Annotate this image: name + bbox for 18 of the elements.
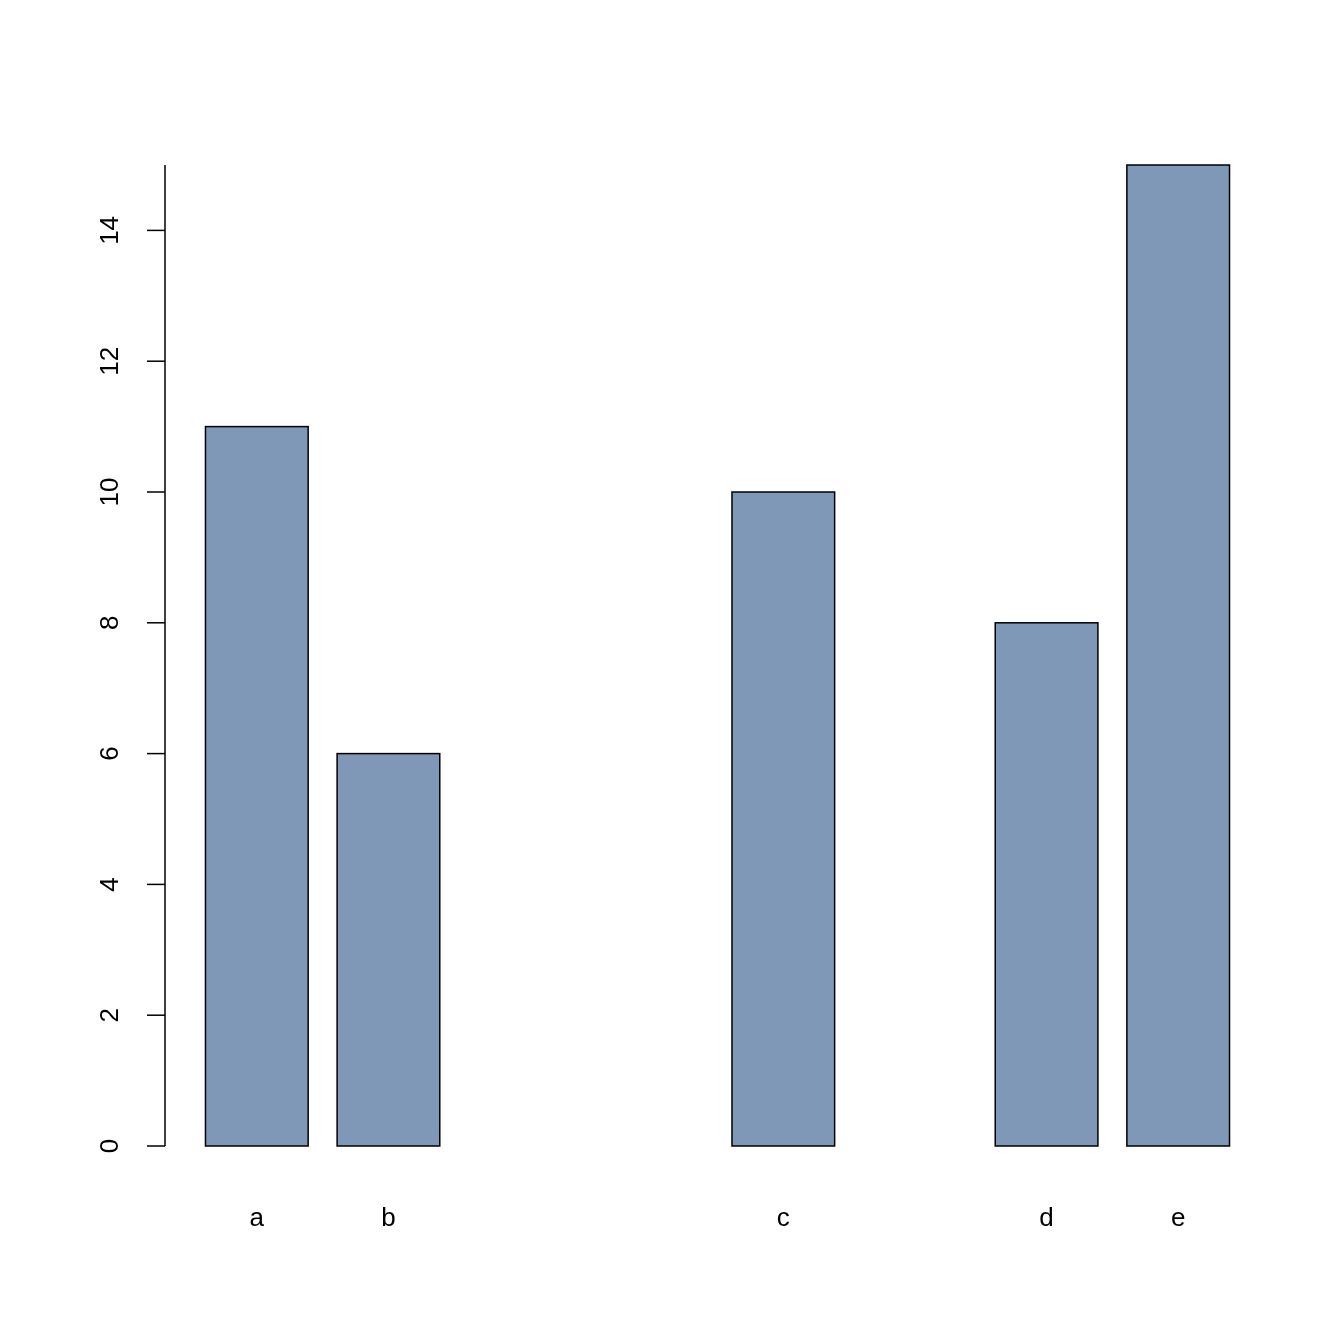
y-tick-label: 0 xyxy=(94,1138,124,1154)
y-tick-label: 10 xyxy=(94,477,124,507)
x-tick-label: a xyxy=(249,1202,265,1232)
x-tick-label: d xyxy=(1039,1202,1054,1232)
y-tick-label: 2 xyxy=(94,1007,124,1023)
x-tick-label: c xyxy=(776,1202,790,1232)
bar xyxy=(204,425,309,1147)
bar xyxy=(731,491,836,1147)
x-tick-label: b xyxy=(381,1202,396,1232)
y-tick-label: 14 xyxy=(94,215,124,245)
bar xyxy=(994,622,1099,1147)
bar xyxy=(1126,164,1231,1147)
y-tick-label: 4 xyxy=(94,877,124,892)
y-tick-label: 12 xyxy=(94,346,124,376)
x-tick-label: e xyxy=(1170,1202,1186,1232)
y-tick-label: 8 xyxy=(94,615,124,631)
bar xyxy=(336,752,441,1147)
y-tick-label: 6 xyxy=(94,746,124,761)
